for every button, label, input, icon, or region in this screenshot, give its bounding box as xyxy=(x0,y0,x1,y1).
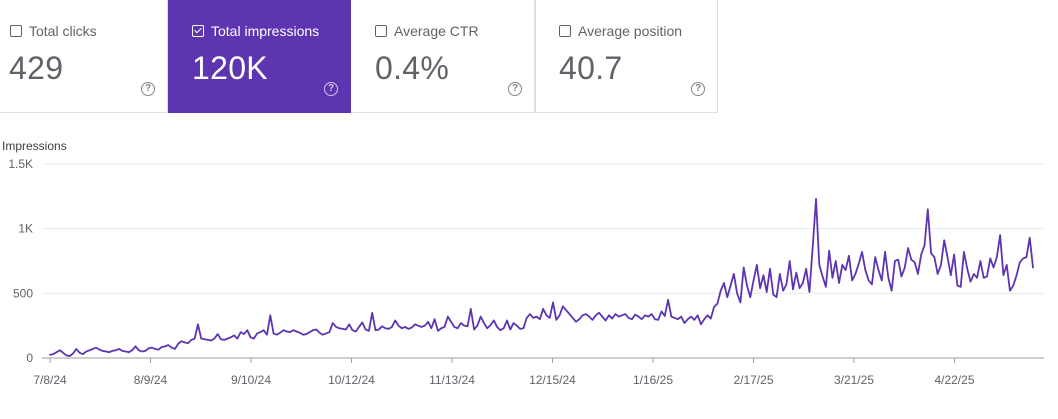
metric-card-average-position[interactable]: Average position 40.7 ? xyxy=(535,0,718,113)
metric-value: 0.4% xyxy=(375,50,450,86)
metric-cards: Total clicks 429 ? Total impressions 120… xyxy=(0,0,718,113)
metric-value: 40.7 xyxy=(559,50,623,86)
y-tick-label: 1K xyxy=(18,222,33,236)
checkbox-unchecked-icon[interactable] xyxy=(559,25,571,37)
metric-card-total-impressions[interactable]: Total impressions 120K ? xyxy=(168,0,351,113)
x-tick-label: 11/13/24 xyxy=(429,373,475,387)
impressions-chart: Impressions 0 500 1K 1.5K 7/8/24 8/9/24 9/10/2… xyxy=(0,125,1058,414)
checkbox-unchecked-icon[interactable] xyxy=(10,25,22,37)
checkbox-unchecked-icon[interactable] xyxy=(375,25,387,37)
metric-card-average-ctr[interactable]: Average CTR 0.4% ? xyxy=(351,0,535,113)
y-tick-label: 1.5K xyxy=(8,157,33,171)
chart-svg: 0 500 1K 1.5K 7/8/24 8/9/24 9/10/24 10/12/24 11/… xyxy=(8,157,1044,387)
metric-card-header: Total impressions xyxy=(192,23,319,39)
help-icon[interactable]: ? xyxy=(141,82,155,96)
help-icon[interactable]: ? xyxy=(508,82,522,96)
metric-label: Total impressions xyxy=(211,23,320,39)
y-axis-title: Impressions xyxy=(2,139,67,153)
help-icon[interactable]: ? xyxy=(691,82,705,96)
x-tick-label: 7/8/24 xyxy=(33,373,67,387)
checkbox-checked-icon[interactable] xyxy=(192,25,204,37)
metric-card-header: Average CTR xyxy=(375,23,479,39)
x-tick-label: 9/10/24 xyxy=(231,373,271,387)
metric-label: Average CTR xyxy=(394,23,479,39)
help-icon[interactable]: ? xyxy=(324,82,338,96)
x-tick-label: 3/21/25 xyxy=(834,373,874,387)
metric-label: Average position xyxy=(578,23,683,39)
x-tick-label: 2/17/25 xyxy=(733,373,773,387)
x-tick-label: 12/15/24 xyxy=(529,373,576,387)
metric-value: 429 xyxy=(9,50,64,86)
metric-value: 120K xyxy=(192,50,268,86)
x-tick-label: 10/12/24 xyxy=(328,373,375,387)
impressions-series-line xyxy=(49,198,1034,357)
y-tick-label: 500 xyxy=(13,286,33,300)
x-tick-label: 8/9/24 xyxy=(134,373,168,387)
x-tick-label: 1/16/25 xyxy=(633,373,673,387)
y-tick-label: 0 xyxy=(26,351,33,365)
metric-card-total-clicks[interactable]: Total clicks 429 ? xyxy=(0,0,168,113)
metric-card-header: Total clicks xyxy=(10,23,97,39)
x-tick-label: 4/22/25 xyxy=(934,373,974,387)
metric-card-header: Average position xyxy=(559,23,682,39)
metric-label: Total clicks xyxy=(29,23,97,39)
